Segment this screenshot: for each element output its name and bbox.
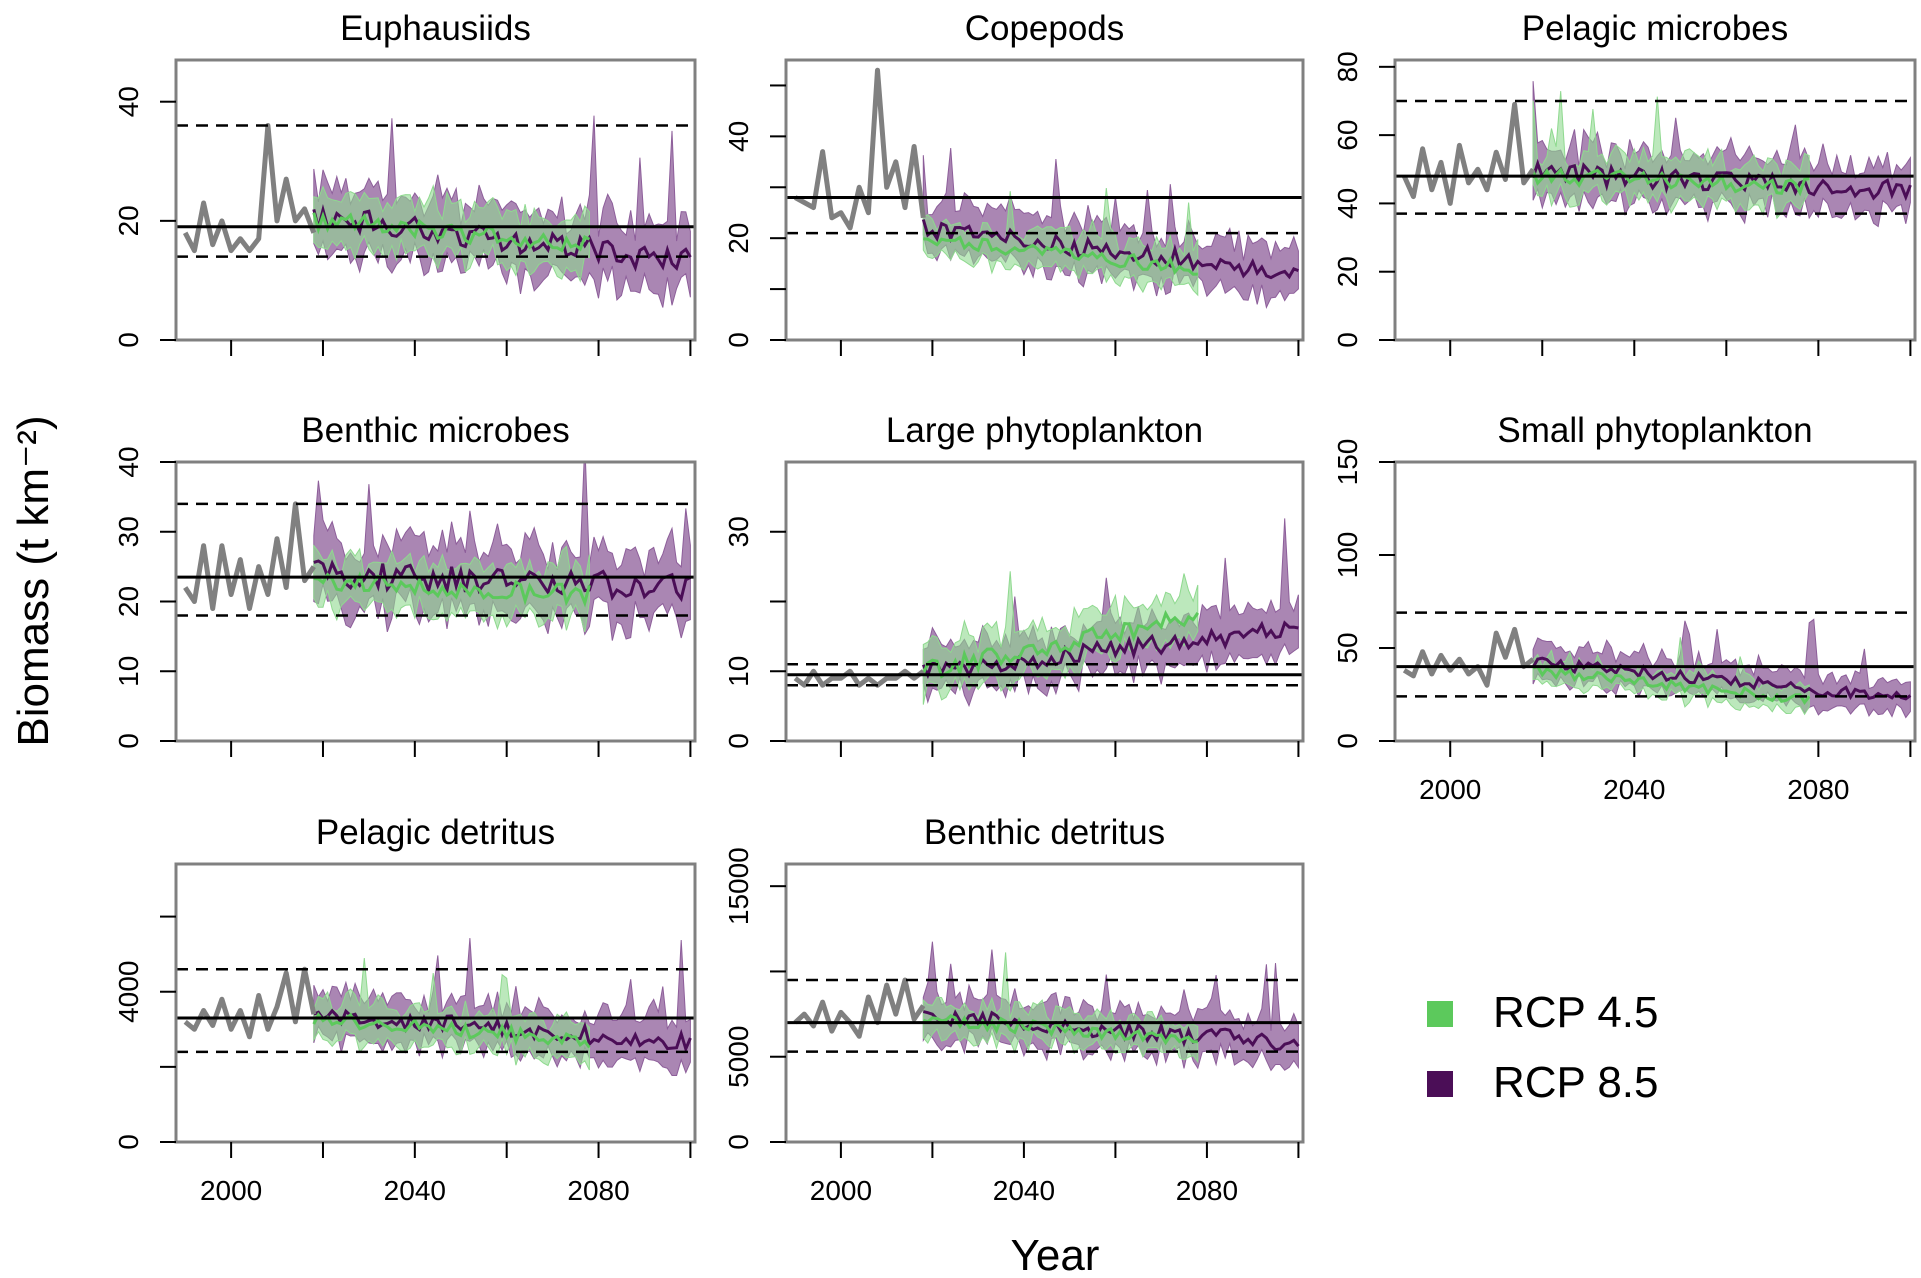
plot-area — [786, 941, 1303, 1072]
history-line — [183, 966, 317, 1040]
rcp85-mean-line — [1531, 656, 1912, 701]
plot-area — [1395, 611, 1915, 719]
y-tick-label: 10 — [723, 656, 754, 687]
y-tick-label: 15000 — [723, 847, 754, 925]
y-axis-label: Biomass (t km⁻²) — [9, 415, 58, 746]
y-tick-label: 5000 — [723, 1026, 754, 1088]
y-tick-label: 40 — [113, 446, 144, 477]
panel-small-phytoplankton: 0 50 100 150 2000 2040 2080 Small phytoplankton — [1332, 411, 1917, 805]
x-tick-label: 2040 — [384, 1175, 446, 1206]
history-line — [793, 977, 926, 1039]
panels: 02040Euphausiids02040Copepods020406080Pe… — [113, 9, 1917, 1206]
rcp45-mean-line — [921, 609, 1200, 679]
plot-area — [786, 60, 1303, 310]
panel-frame — [174, 58, 697, 342]
x-tick-label: 2000 — [1419, 774, 1481, 805]
rcp45-mean-line — [1531, 166, 1810, 197]
y-tick-label: 80 — [1332, 51, 1363, 82]
y-tick-label: 0 — [113, 332, 144, 348]
x-tick-label: 2040 — [1603, 774, 1665, 805]
panel-frame — [784, 58, 1305, 342]
rcp45-band — [922, 571, 1199, 705]
panel-benthic-detritus: 0 5000 15000 2000 2040 2080 Benthic detritus — [723, 813, 1305, 1206]
rcp45-mean-line — [312, 1012, 591, 1049]
x-tick-label: 2000 — [200, 1175, 262, 1206]
history-line — [1402, 626, 1535, 688]
rcp45-mean-line — [922, 1014, 1198, 1046]
plot-area — [176, 462, 695, 641]
x-tick-label: 2080 — [1176, 1175, 1238, 1206]
panel-title: Pelagic microbes — [1522, 9, 1789, 48]
y-tick-label: 20 — [113, 205, 144, 236]
y-tick-label: 20 — [723, 223, 754, 254]
panel-title: Benthic detritus — [924, 813, 1165, 852]
x-tick-label: 2080 — [1787, 774, 1849, 805]
panel-large-phytoplankton: 0 10 30 Large phytoplankton — [723, 411, 1305, 757]
y-tick-label: 4000 — [113, 961, 144, 1023]
y-tick-label: 0 — [113, 733, 144, 749]
legend-swatch-rcp85 — [1427, 1071, 1453, 1097]
y-tick-label: 40 — [113, 86, 144, 117]
x-tick-label: 2000 — [810, 1175, 872, 1206]
x-tick-label: 2040 — [993, 1175, 1055, 1206]
panel-euphausiids: 0 20 40 Euphausiids — [113, 9, 697, 356]
rcp85-mean-line — [921, 620, 1299, 680]
y-tick-label: 0 — [723, 1134, 754, 1150]
rcp85-mean-line — [921, 219, 1299, 280]
rcp85-band — [922, 147, 1299, 310]
panel-benthic-microbes: 0 10 20 30 40 Benthic microbes — [113, 411, 697, 757]
plot-area — [176, 938, 695, 1076]
panel-copepods: 0 20 40 Copepods — [723, 9, 1305, 356]
history-line — [183, 501, 316, 611]
y-tick-label: 0 — [723, 733, 754, 749]
y-tick-label: 30 — [723, 516, 754, 547]
history-line — [793, 67, 926, 231]
y-tick-label: 20 — [113, 586, 144, 617]
panel-frame — [1393, 58, 1917, 342]
history-line — [1401, 101, 1536, 206]
rcp45-band — [922, 952, 1199, 1064]
panel-frame — [784, 862, 1305, 1144]
panel-title: Copepods — [965, 9, 1125, 48]
y-tick-label: 20 — [1332, 256, 1363, 287]
y-tick-label: 0 — [113, 1134, 144, 1150]
rcp85-mean-line — [313, 1008, 692, 1054]
y-tick-label: 0 — [723, 332, 754, 348]
y-tick-label: 0 — [1332, 733, 1363, 749]
legend-label-rcp45: RCP 4.5 — [1493, 988, 1659, 1037]
y-tick-label: 60 — [1332, 120, 1363, 151]
plot-area — [1395, 81, 1915, 228]
rcp45-mean-line — [312, 211, 591, 253]
rcp85-mean-line — [313, 559, 692, 603]
history-line — [182, 123, 317, 254]
plot-area — [786, 518, 1303, 708]
y-tick-label: 30 — [113, 516, 144, 547]
legend: RCP 4.5 RCP 8.5 — [1427, 988, 1659, 1107]
panel-title: Euphausiids — [340, 9, 531, 48]
rcp45-mean-line — [923, 235, 1198, 276]
legend-swatch-rcp45 — [1427, 1001, 1453, 1027]
y-tick-label: 40 — [1332, 188, 1363, 219]
panel-frame — [174, 862, 697, 1144]
panel-title: Small phytoplankton — [1497, 411, 1812, 450]
panel-title: Pelagic detritus — [316, 813, 555, 852]
y-tick-label: 40 — [723, 121, 754, 152]
panel-pelagic-detritus: 0 4000 2000 2040 2080 Pelagic detritus — [113, 813, 697, 1206]
panel-title: Large phytoplankton — [886, 411, 1203, 450]
y-tick-label: 100 — [1332, 532, 1363, 579]
y-tick-label: 50 — [1332, 632, 1363, 663]
y-tick-label: 0 — [1332, 332, 1363, 348]
plot-area — [176, 115, 695, 308]
x-tick-label: 2080 — [567, 1175, 629, 1206]
legend-label-rcp85: RCP 8.5 — [1493, 1058, 1659, 1107]
y-tick-label: 10 — [113, 656, 144, 687]
x-axis-label: Year — [1011, 1231, 1100, 1278]
panel-frame — [1393, 460, 1917, 743]
panel-title: Benthic microbes — [301, 411, 569, 450]
panel-pelagic-microbes: 0 20 40 60 80 Pelagic microbes — [1332, 9, 1917, 356]
y-tick-label: 150 — [1332, 439, 1363, 486]
